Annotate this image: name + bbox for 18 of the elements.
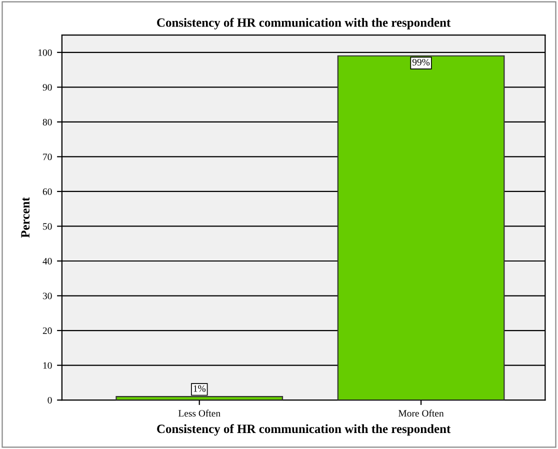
y-tick-label: 80 (42, 118, 52, 126)
x-tick-label: Less Often (178, 410, 220, 417)
y-tick-label: 0 (48, 396, 52, 404)
y-tick-label: 20 (42, 327, 52, 334)
data-label: 99% (412, 58, 430, 66)
data-label: 1% (194, 385, 206, 392)
x-axis-title: Consistency of HR communication with the respondent (157, 424, 451, 436)
y-tick-label: 100 (38, 49, 52, 56)
y-axis-title: Percent (21, 197, 30, 238)
y-tick-label: 50 (43, 223, 52, 230)
y-tick-label: 30 (42, 292, 52, 300)
y-tick-label: 70 (43, 154, 52, 160)
y-tick-label: 90 (42, 84, 52, 91)
y-tick-label: 60 (42, 188, 52, 195)
chart-title: Consistency of HR communication with the respondent (157, 18, 451, 30)
x-tick-label: More Often (398, 410, 444, 417)
y-tick-label: 40 (42, 258, 52, 264)
y-tick-label: 10 (43, 362, 52, 369)
